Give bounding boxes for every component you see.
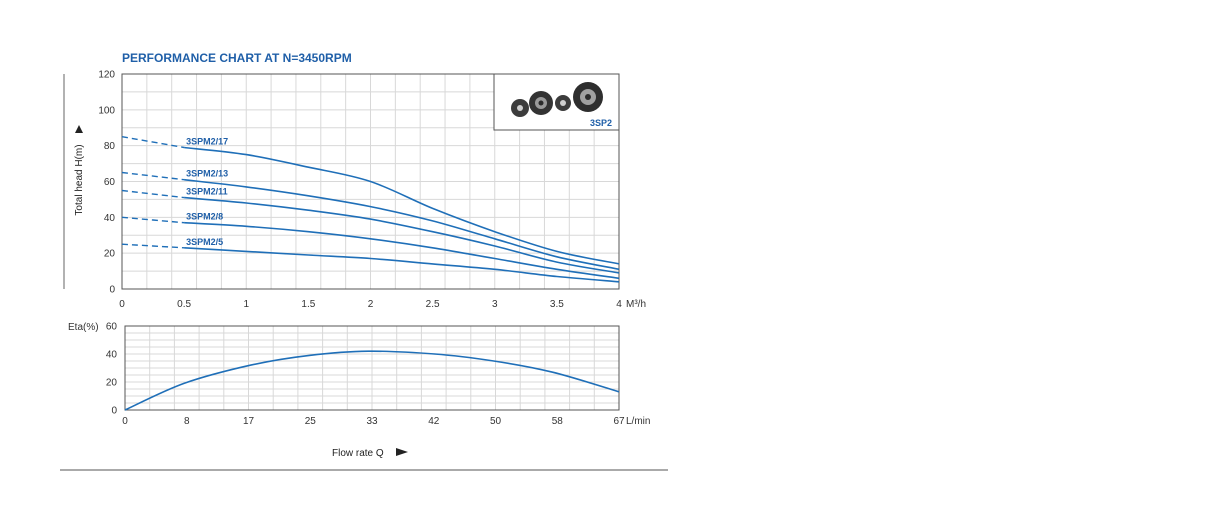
- y-tick-label: 40: [104, 213, 116, 224]
- y-tick-label: 40: [106, 350, 118, 361]
- series-line: [184, 247, 620, 283]
- x-tick-label: 1.5: [301, 299, 315, 310]
- efficiency-y-tick-labels: 0 20 40 60: [106, 322, 118, 417]
- x-tick-label: 8: [184, 416, 190, 427]
- y-tick-label: 60: [104, 177, 116, 188]
- series-label: 3SPM2/13: [186, 169, 228, 179]
- efficiency-y-axis-label: Eta(%): [68, 322, 99, 333]
- efficiency-chart-grid: [125, 326, 619, 410]
- impeller-hub: [585, 94, 591, 100]
- efficiency-x-tick-labels: 0 8 17 25 33 42 50 58 67: [122, 416, 625, 427]
- x-tick-label: 0: [122, 416, 128, 427]
- head-chart-frame: [121, 73, 620, 290]
- x-tick-label: 2: [368, 299, 374, 310]
- series-line: [184, 196, 620, 274]
- head-x-unit: M³/h: [626, 299, 646, 310]
- x-tick-label: 3.5: [550, 299, 564, 310]
- series-dashed-line: [121, 243, 185, 249]
- series-line: [184, 146, 620, 265]
- y-tick-label: 120: [98, 70, 115, 81]
- x-tick-label: 3: [492, 299, 498, 310]
- series-dashed-line: [121, 171, 185, 181]
- x-tick-label: 67: [613, 416, 625, 427]
- efficiency-x-unit: L/min: [626, 416, 650, 427]
- head-x-tick-labels: 0 0.5 1 1.5 2 2.5 3 3.5 4: [119, 299, 622, 310]
- y-tick-label: 20: [106, 378, 118, 389]
- series-label: 3SPM2/5: [186, 237, 223, 247]
- x-tick-label: 58: [552, 416, 564, 427]
- x-tick-label: 2.5: [426, 299, 440, 310]
- x-tick-label: 17: [243, 416, 255, 427]
- arrow-right-icon: [75, 125, 83, 133]
- x-tick-label: 0: [119, 299, 125, 310]
- series-dashed-line: [121, 136, 185, 149]
- x-tick-label: 4: [616, 299, 622, 310]
- x-tick-label: 25: [305, 416, 317, 427]
- x-tick-label: 42: [428, 416, 440, 427]
- y-tick-label: 20: [104, 249, 116, 260]
- y-tick-label: 100: [98, 105, 115, 116]
- x-tick-label: 0.5: [177, 299, 191, 310]
- y-tick-label: 80: [104, 141, 116, 152]
- head-series-group: 3SPM2/17 3SPM2/13 3SPM2/11 3SPM2/8 3SPM2/5: [121, 136, 620, 283]
- y-tick-label: 0: [111, 406, 117, 417]
- y-tick-label: 0: [109, 285, 115, 296]
- x-tick-label: 50: [490, 416, 502, 427]
- flow-rate-axis-label: Flow rate Q: [332, 448, 384, 459]
- product-inset-label: 3SP2: [590, 118, 612, 128]
- efficiency-series-group: [124, 350, 620, 411]
- efficiency-line: [124, 350, 620, 411]
- y-tick-label: 60: [106, 322, 118, 333]
- product-inset: 3SP2: [493, 73, 620, 131]
- x-tick-label: 1: [243, 299, 249, 310]
- impeller-hub: [517, 105, 523, 111]
- series-label: 3SPM2/11: [186, 187, 228, 197]
- series-dashed-line: [121, 189, 185, 199]
- impeller-image: [511, 82, 603, 117]
- impeller-hub: [560, 100, 566, 106]
- series-label: 3SPM2/17: [186, 136, 228, 146]
- series-label: 3SPM2/8: [186, 212, 223, 222]
- series-line: [184, 221, 620, 280]
- x-tick-label: 33: [366, 416, 378, 427]
- efficiency-chart-frame: [124, 325, 620, 411]
- chart-title: PERFORMANCE CHART AT N=3450RPM: [122, 51, 352, 65]
- head-y-axis-title: Total head H(m): [74, 125, 85, 216]
- arrow-right-icon: [396, 448, 408, 456]
- impeller-hub: [538, 100, 544, 106]
- head-y-tick-labels: 0 20 40 60 80 100 120: [98, 70, 115, 296]
- series-line: [184, 178, 620, 271]
- head-y-axis-label: Total head H(m): [74, 144, 85, 215]
- series-dashed-line: [121, 216, 185, 224]
